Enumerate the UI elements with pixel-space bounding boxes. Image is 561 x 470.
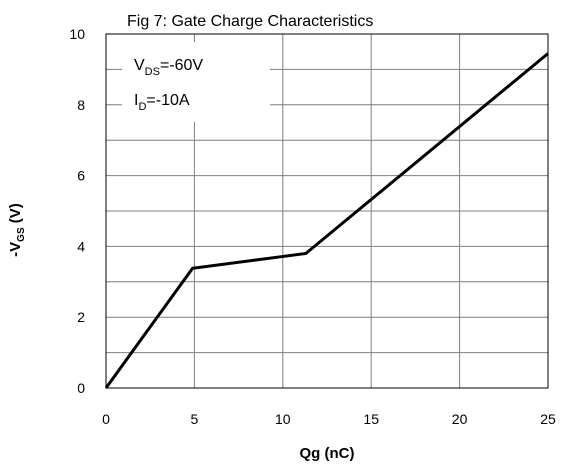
y-tick-label: 8 <box>77 97 85 113</box>
vds-annotation: VDS=-60V <box>134 57 203 78</box>
y-tick-label: 10 <box>69 26 85 42</box>
vgs-curve <box>104 52 549 389</box>
x-tick-label: 25 <box>540 411 556 427</box>
y-tick-label: 0 <box>77 380 85 396</box>
y-tick-label: 2 <box>77 309 85 325</box>
grid-lines <box>106 34 548 388</box>
y-tick-label: 6 <box>77 168 85 184</box>
x-tick-label: 20 <box>452 411 468 427</box>
y-tick-label: 4 <box>77 238 85 254</box>
title-background <box>124 10 414 32</box>
x-tick-label: 15 <box>363 411 379 427</box>
x-tick-label: 5 <box>191 411 199 427</box>
y-axis-ticks: 0 2 4 6 8 10 <box>69 26 85 396</box>
x-tick-label: 10 <box>275 411 291 427</box>
x-axis-label: Qg (nC) <box>300 445 355 462</box>
id-annotation: ID=-10A <box>134 92 190 113</box>
y-axis-label: -VGS (V) <box>7 203 27 257</box>
x-axis-ticks: 0 5 10 15 20 25 <box>102 411 556 427</box>
chart-title: Fig 7: Gate Charge Characteristics <box>127 13 373 30</box>
plot-frame <box>105 33 549 389</box>
x-tick-label: 0 <box>102 411 110 427</box>
annotation-box <box>122 42 270 122</box>
